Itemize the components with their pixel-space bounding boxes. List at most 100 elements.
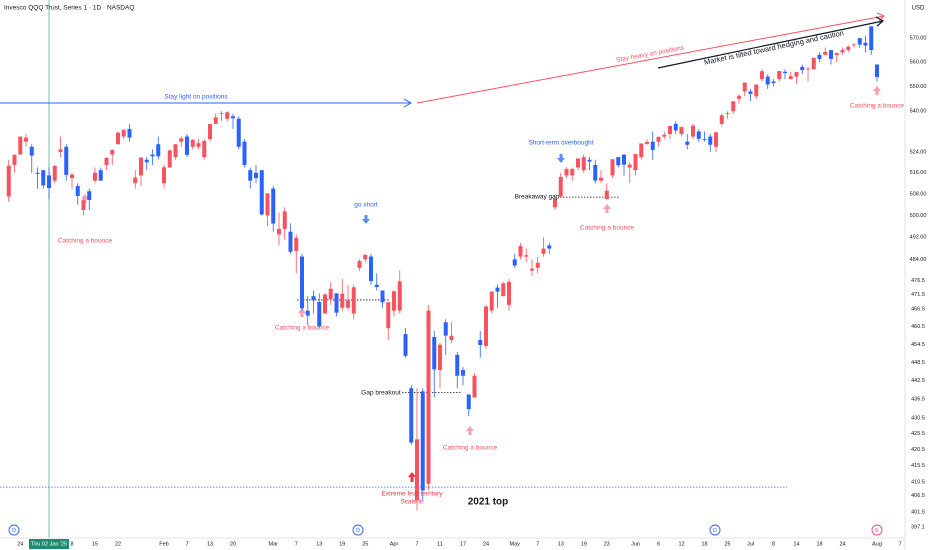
candle-body: [472, 375, 477, 398]
y-tick-label: 420.5: [911, 447, 925, 453]
arrow-icon: [873, 86, 881, 95]
candle-body: [599, 177, 603, 181]
candle-body: [673, 123, 678, 131]
candle-body: [380, 290, 385, 303]
y-tick-label: 471.5: [911, 292, 925, 298]
candle-body: [558, 176, 563, 197]
candle-body: [415, 439, 419, 501]
chart-title: Invesco QQQ Trust, Series 1 · 1D · NASDA…: [4, 5, 134, 12]
y-tick-label: 410.5: [911, 480, 925, 486]
x-tick-label: 24: [483, 541, 489, 547]
candle-body: [225, 112, 230, 119]
x-tick-label: 24: [17, 541, 23, 547]
candle-body: [610, 159, 615, 176]
candle-body: [29, 146, 34, 156]
candle-body: [162, 167, 166, 184]
x-tick-label: 7: [415, 541, 418, 547]
candle-body: [236, 118, 241, 147]
candle-body: [357, 261, 362, 268]
candle-body: [455, 354, 460, 376]
candle-body: [254, 172, 258, 179]
candle-body: [875, 64, 879, 77]
candle-body: [179, 138, 184, 142]
candle-body: [443, 322, 448, 336]
candle-body: [432, 337, 437, 370]
candle-body: [265, 193, 270, 216]
event-marker: [709, 524, 721, 536]
candle-body: [173, 144, 178, 158]
y-tick-label: 460.5: [911, 324, 925, 330]
candle-body: [334, 293, 339, 313]
candle-body: [765, 76, 770, 85]
candle-body: [518, 246, 523, 257]
annotation: Catching a bounce: [580, 225, 635, 232]
candle-body: [662, 134, 667, 137]
currency-label: USD: [912, 6, 925, 12]
candle-body: [495, 287, 500, 292]
candle-body: [12, 154, 17, 165]
candle-body: [829, 50, 833, 59]
candle-body: [219, 113, 224, 115]
candle-body: [323, 294, 327, 314]
candle-body: [202, 140, 207, 158]
x-tick-label: 8: [772, 541, 775, 547]
candle-body: [190, 139, 195, 147]
y-tick-label: 415.5: [911, 463, 925, 469]
candle-body: [719, 115, 724, 124]
arrow-icon: [81, 194, 89, 203]
candle-body: [771, 81, 776, 84]
x-tick-label: 13: [316, 541, 322, 547]
candle-body: [150, 154, 155, 157]
candle-body: [685, 141, 690, 145]
candle-body: [35, 172, 40, 174]
candle-body: [363, 254, 368, 260]
candle-body: [104, 157, 109, 165]
candle-body: [52, 165, 57, 181]
y-tick-label: 516.00: [910, 170, 927, 176]
y-tick-label: 454.5: [911, 342, 925, 348]
candle-body: [70, 174, 74, 179]
annotation: Stay light on positions: [164, 94, 228, 101]
candle-body: [737, 95, 741, 99]
x-tick-label: 18: [816, 541, 822, 547]
candle-body: [541, 248, 546, 254]
x-tick-label: 13: [558, 541, 564, 547]
y-tick-label: 406.5: [911, 493, 925, 499]
candle-body: [208, 124, 212, 140]
candle-body: [811, 57, 816, 70]
x-tick-label: 25: [362, 541, 368, 547]
candle-body: [547, 245, 552, 249]
candle-body: [185, 136, 189, 155]
candle-body: [742, 82, 747, 92]
candle-body: [409, 388, 414, 443]
x-tick-label: Mar: [269, 541, 279, 547]
candle-body: [351, 287, 356, 314]
y-tick-label: 397.1: [911, 525, 925, 531]
arrow-head: [403, 98, 413, 108]
candle-body: [604, 190, 609, 200]
candle-body: [478, 339, 483, 346]
candle-body: [317, 301, 322, 327]
y-tick-label: 436.5: [911, 397, 925, 403]
x-tick-label: 11: [437, 541, 443, 547]
x-tick-label: 6: [657, 541, 660, 547]
candle-body: [167, 150, 172, 168]
candle-body: [277, 228, 281, 235]
candle-body: [869, 26, 874, 51]
candle-body: [144, 159, 149, 163]
y-tick-label: 476.5: [911, 278, 925, 284]
candle-body: [231, 116, 235, 119]
candle-body: [834, 52, 839, 55]
candle-body: [47, 175, 51, 189]
x-tick-label: 7: [295, 541, 298, 547]
candle-body: [731, 101, 736, 112]
candle-body: [248, 170, 253, 181]
candle-body: [392, 291, 396, 311]
candle-body: [668, 125, 672, 135]
y-tick-label: 484.00: [910, 257, 927, 263]
candle-body: [507, 281, 511, 305]
candle-body: [75, 185, 80, 197]
arrow-icon: [298, 308, 306, 317]
x-tick-label: 15: [92, 541, 98, 547]
candle-body: [294, 237, 299, 252]
